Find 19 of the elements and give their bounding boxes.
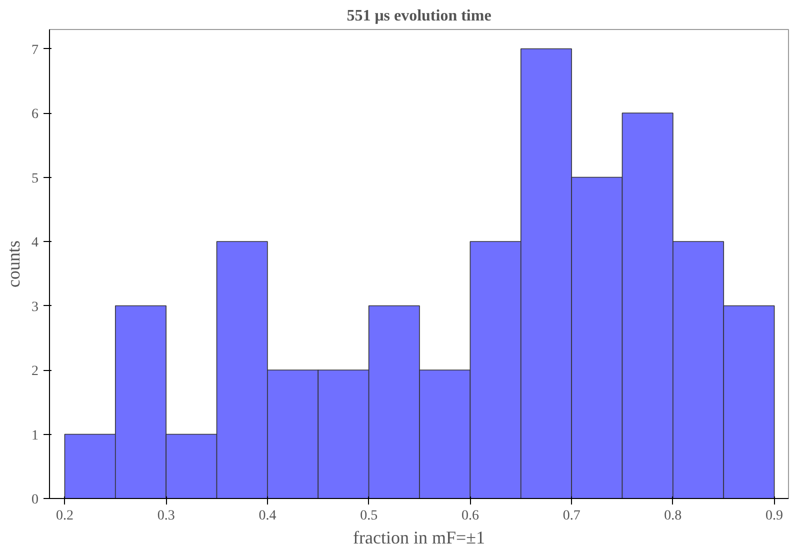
x-tick-label: 0.9 [766, 508, 784, 524]
y-tick-label: 1 [32, 428, 38, 444]
x-tick-label: 0.7 [562, 508, 580, 524]
chart-title: 551 μs evolution time [346, 8, 492, 24]
y-tick-label: 7 [32, 42, 38, 58]
y-tick-label: 0 [32, 492, 38, 508]
y-tick-label: 6 [32, 107, 38, 122]
y-tick-label: 5 [32, 171, 38, 186]
y-axis-title: counts [4, 240, 24, 288]
y-tick-label: 3 [32, 300, 38, 315]
x-tick-label: 0.3 [157, 508, 175, 524]
x-tick-label: 0.4 [258, 508, 276, 524]
x-tick-label: 0.6 [461, 508, 479, 524]
x-axis-title: fraction in mF=±1 [352, 528, 486, 548]
x-tick-label: 0.8 [664, 508, 682, 524]
x-tick-label: 0.5 [360, 508, 378, 524]
y-tick-label: 4 [32, 236, 38, 251]
y-tick-label: 2 [32, 364, 38, 380]
x-tick-label: 0.2 [56, 508, 74, 524]
